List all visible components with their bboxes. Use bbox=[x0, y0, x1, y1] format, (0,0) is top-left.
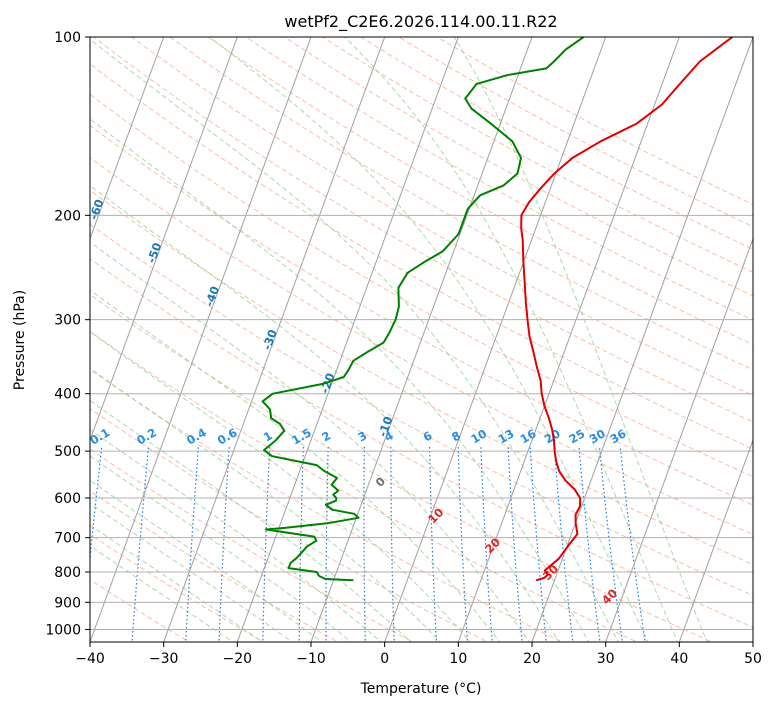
y-tick-label: 900 bbox=[54, 595, 81, 611]
x-tick-label: −40 bbox=[75, 651, 105, 667]
y-tick-label: 600 bbox=[54, 491, 81, 507]
x-tick-label: 30 bbox=[597, 651, 615, 667]
x-tick-label: 50 bbox=[744, 651, 762, 667]
y-tick-label: 100 bbox=[54, 30, 81, 46]
x-tick-label: 20 bbox=[523, 651, 541, 667]
x-tick-label: −30 bbox=[149, 651, 179, 667]
x-tick-label: 40 bbox=[670, 651, 688, 667]
y-tick-label: 800 bbox=[54, 565, 81, 581]
x-axis-label: Temperature (°C) bbox=[360, 681, 482, 697]
y-tick-label: 1000 bbox=[45, 622, 81, 638]
x-tick-label: −10 bbox=[296, 651, 326, 667]
y-tick-label: 400 bbox=[54, 387, 81, 403]
x-tick-label: −20 bbox=[223, 651, 253, 667]
y-tick-label: 500 bbox=[54, 444, 81, 460]
y-tick-label: 200 bbox=[54, 208, 81, 224]
y-axis-label: Pressure (hPa) bbox=[12, 290, 28, 390]
chart-title: wetPf2_C2E6.2026.114.00.11.R22 bbox=[284, 12, 557, 32]
x-tick-label: 0 bbox=[380, 651, 389, 667]
y-tick-label: 300 bbox=[54, 313, 81, 329]
x-tick-label: 10 bbox=[449, 651, 467, 667]
y-tick-label: 700 bbox=[54, 531, 81, 547]
